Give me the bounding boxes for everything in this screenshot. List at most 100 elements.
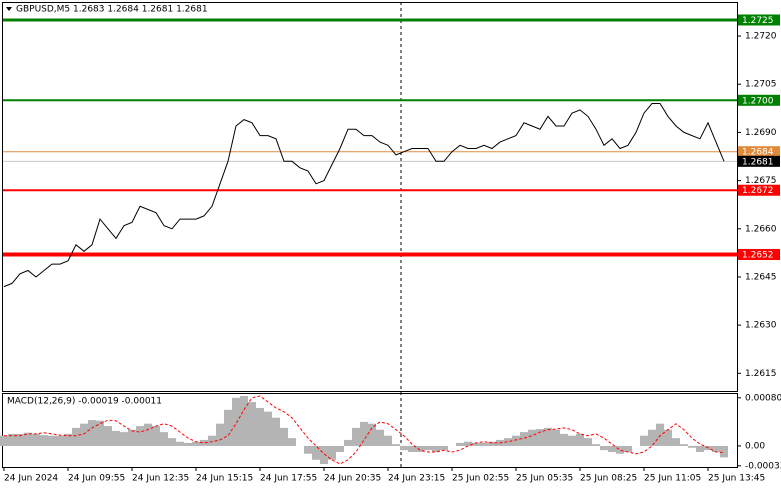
indicator-title: MACD(12,26,9) -0.00019 -0.00011 xyxy=(7,397,162,407)
chart-title: GBPUSD,M5 1.2683 1.2684 1.2681 1.2681 xyxy=(16,5,208,15)
macd-bar xyxy=(240,396,248,446)
macd-bar xyxy=(480,442,488,446)
macd-bar xyxy=(520,432,528,446)
macd-bar xyxy=(216,423,224,446)
macd-bar xyxy=(64,433,72,446)
macd-bar xyxy=(368,423,376,446)
macd-bar xyxy=(608,445,616,452)
macd-bar xyxy=(712,445,720,452)
level-label: 1.2725 xyxy=(742,16,774,26)
macd-bar xyxy=(416,445,424,452)
macd-bar xyxy=(504,438,512,446)
x-tick-label: 25 Jun 05:35 xyxy=(516,474,573,484)
x-tick-label: 24 Jun 17:55 xyxy=(260,474,317,484)
x-tick-label: 25 Jun 08:25 xyxy=(580,474,637,484)
macd-bar xyxy=(24,432,32,446)
macd-bar xyxy=(40,435,48,446)
macd-bar xyxy=(72,427,80,446)
macd-bar xyxy=(56,435,64,446)
y-tick-label: 1.2690 xyxy=(745,128,777,138)
macd-bar xyxy=(400,445,408,451)
macd-bar xyxy=(408,445,416,452)
macd-bar xyxy=(120,432,128,446)
macd-bar xyxy=(104,426,112,446)
macd-panel xyxy=(2,393,738,468)
macd-bar xyxy=(272,417,280,446)
macd-bar xyxy=(600,445,608,451)
macd-bar xyxy=(552,429,560,446)
macd-bar xyxy=(8,433,16,446)
macd-bar xyxy=(80,423,88,446)
macd-bar xyxy=(112,430,120,446)
macd-bar xyxy=(352,427,360,446)
macd-bar xyxy=(584,438,592,446)
macd-bar xyxy=(48,435,56,446)
level-label-box xyxy=(738,14,780,26)
level-label: 1.2700 xyxy=(742,96,774,106)
x-tick-label: 25 Jun 13:45 xyxy=(708,474,765,484)
macd-bar xyxy=(472,442,480,446)
macd-bar xyxy=(648,429,656,446)
macd-bar xyxy=(280,427,288,446)
macd-bar xyxy=(256,408,264,446)
macd-bar xyxy=(680,444,688,446)
macd-bar xyxy=(264,411,272,446)
level-label: 1.2652 xyxy=(742,250,774,260)
x-tick-label: 25 Jun 02:55 xyxy=(452,474,509,484)
x-tick-label: 25 Jun 11:05 xyxy=(644,474,701,484)
x-tick-label: 24 Jun 23:15 xyxy=(388,474,445,484)
x-tick-label: 24 Jun 2024 xyxy=(4,474,58,484)
y-tick-label: 1.2660 xyxy=(745,224,777,234)
x-tick-label: 24 Jun 09:55 xyxy=(68,474,125,484)
macd-bar xyxy=(96,420,104,446)
macd-bar xyxy=(152,426,160,446)
macd-bar xyxy=(248,402,256,446)
level-label-box xyxy=(738,94,780,106)
y-tick-label: 0.00 xyxy=(745,441,765,451)
y-tick-label: 1.2630 xyxy=(745,321,777,331)
y-tick-label: 1.2675 xyxy=(745,176,777,186)
macd-bar xyxy=(288,438,296,446)
level-label: 1.2681 xyxy=(742,157,774,167)
macd-bar xyxy=(656,423,664,446)
macd-bar xyxy=(168,438,176,446)
macd-bar xyxy=(624,445,632,452)
x-tick-label: 24 Jun 12:35 xyxy=(132,474,189,484)
macd-bar xyxy=(544,427,552,446)
y-tick-label: 1.2705 xyxy=(745,80,777,90)
macd-bar xyxy=(344,439,352,446)
macd-bar xyxy=(312,445,320,460)
macd-bar xyxy=(432,445,440,452)
macd-bar xyxy=(592,444,600,446)
macd-bar xyxy=(464,441,472,446)
macd-bar xyxy=(160,432,168,446)
macd-bar xyxy=(640,435,648,446)
y-tick-label: -0.00033 xyxy=(745,461,781,471)
macd-bar xyxy=(184,442,192,446)
macd-bar xyxy=(488,441,496,446)
menu-arrow xyxy=(6,7,12,11)
macd-bar xyxy=(176,441,184,446)
macd-bar xyxy=(672,438,680,446)
macd-bar xyxy=(696,445,704,452)
macd-bar xyxy=(320,445,328,464)
macd-bar xyxy=(192,441,200,446)
level-label-box xyxy=(738,155,780,167)
macd-bar xyxy=(224,409,232,446)
macd-bar xyxy=(304,445,312,454)
signal-line xyxy=(4,395,725,465)
macd-bar xyxy=(376,429,384,446)
level-label-box xyxy=(738,184,780,196)
macd-bar xyxy=(88,420,96,446)
macd-bar xyxy=(424,445,432,451)
macd-bar xyxy=(328,445,336,460)
macd-bar xyxy=(360,421,368,446)
macd-bar xyxy=(16,433,24,446)
macd-bar xyxy=(568,435,576,446)
macd-bar xyxy=(456,442,464,446)
macd-bar xyxy=(208,435,216,446)
macd-bar xyxy=(440,445,448,451)
macd-bar xyxy=(232,397,240,446)
macd-bar xyxy=(576,433,584,446)
